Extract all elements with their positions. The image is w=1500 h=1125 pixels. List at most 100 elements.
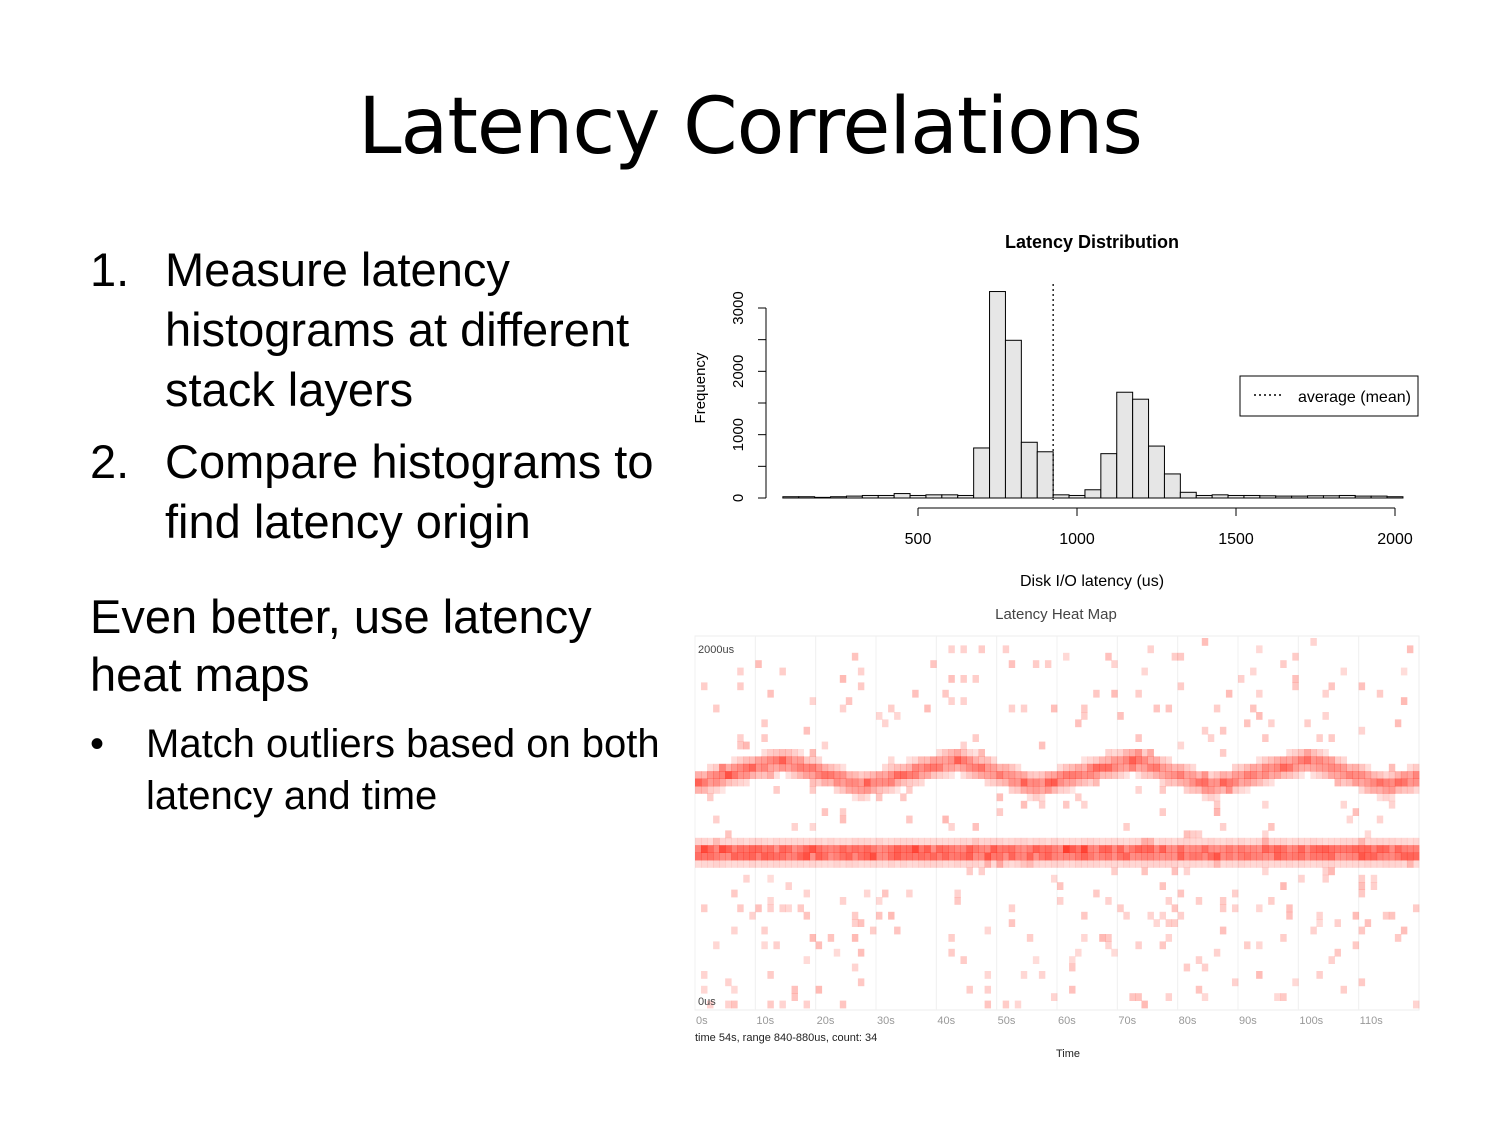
heatmap-y-min-label: 0us	[698, 996, 716, 1008]
heatmap-cell	[1183, 845, 1191, 853]
heatmap-cell	[1304, 852, 1311, 861]
heatmap-cell	[1153, 704, 1160, 713]
heatmap-cell	[1304, 860, 1311, 868]
heatmap-cell	[1280, 771, 1287, 779]
heatmap-cell	[845, 771, 853, 779]
heatmap-cell	[996, 808, 1004, 816]
heatmap-cell	[1322, 756, 1329, 765]
heatmap-cell	[1328, 867, 1335, 876]
heatmap-cell	[1135, 993, 1142, 1001]
heatmap-cell	[1195, 852, 1203, 861]
heatmap-cell	[1364, 786, 1372, 794]
heatmap-cell	[1231, 978, 1239, 987]
heatmap-cell	[1340, 845, 1347, 853]
heatmap-cell	[839, 860, 847, 868]
heatmap-cell	[857, 793, 865, 802]
heatmap-cell	[1244, 763, 1251, 772]
heatmap-cell	[1147, 763, 1154, 772]
heatmap-cell	[1388, 852, 1396, 861]
heatmap-cell	[942, 815, 949, 824]
heatmap-cell	[1238, 837, 1245, 846]
heatmap-cell	[1376, 860, 1384, 868]
heatmap-cell	[1370, 852, 1378, 861]
heatmap-cell	[1135, 763, 1142, 772]
heatmap-cell	[839, 1000, 847, 1009]
heatmap-cell	[1250, 860, 1257, 868]
heatmap-cell	[1165, 919, 1173, 927]
heatmap-cell	[1231, 845, 1239, 853]
heatmap-cell	[731, 889, 738, 898]
heatmap-cell	[1298, 763, 1305, 772]
heatmap-cell	[1171, 867, 1179, 876]
heatmap-cell	[1014, 860, 1022, 868]
heatmap-cell	[1087, 763, 1094, 772]
heatmap-cell	[1038, 741, 1046, 750]
heatmap-cell	[942, 860, 949, 868]
heatmap-cell	[869, 771, 877, 779]
heatmap-cell	[1153, 756, 1160, 765]
histogram-bar	[957, 494, 975, 499]
heatmap-cell	[815, 985, 823, 994]
heatmap-cell	[797, 904, 804, 913]
y-tick-label: 1000	[730, 418, 747, 451]
heatmap-cell	[1014, 845, 1022, 853]
heatmap-cell	[1177, 771, 1185, 779]
heatmap-cell	[845, 860, 853, 868]
heatmap-cell	[1177, 741, 1185, 750]
heatmap-cell	[1358, 882, 1366, 890]
heatmap-cell	[1093, 763, 1100, 772]
heatmap-cell	[1183, 867, 1191, 876]
heatmap-cell	[1183, 852, 1191, 861]
heatmap-cell	[1129, 860, 1136, 868]
heatmap-cell	[1141, 763, 1148, 772]
heatmap-cell	[918, 756, 925, 765]
heatmap-cell	[1340, 771, 1347, 779]
histogram-bar	[1386, 496, 1404, 499]
heatmap-cell	[948, 756, 955, 765]
heatmap-cell	[1412, 1000, 1420, 1009]
heatmap-cell	[1195, 956, 1203, 964]
heatmap-cell	[1008, 704, 1016, 713]
heatmap-cell	[990, 860, 998, 868]
heatmap-cell	[894, 852, 901, 861]
heatmap-cell	[839, 771, 847, 779]
heatmap-cell	[1038, 837, 1046, 846]
heatmap-cell	[707, 837, 714, 846]
heatmap-cell	[767, 837, 774, 846]
heatmap-cell	[1026, 837, 1034, 846]
heatmap-cell	[1256, 645, 1263, 654]
heatmap-cell	[767, 763, 774, 772]
heatmap-cell	[1310, 771, 1317, 779]
heatmap-cell	[1014, 786, 1022, 794]
heatmap-cell	[960, 645, 967, 654]
heatmap-cell	[1268, 756, 1275, 765]
heatmap-cell	[1171, 860, 1179, 868]
heatmap-cell	[857, 667, 865, 676]
heatmap-cell	[1400, 778, 1408, 787]
heatmap-cell	[1117, 749, 1124, 757]
heatmap-cell	[1026, 771, 1034, 779]
heatmap-cell	[1376, 786, 1384, 794]
heatmap-cell	[857, 852, 865, 861]
heatmap-cell	[845, 778, 853, 787]
heatmap-cell	[948, 645, 955, 654]
heatmap-cell	[1358, 926, 1366, 935]
heatmap-cell	[797, 845, 804, 853]
heatmap-cell	[1105, 845, 1112, 853]
latency-heatmap: Latency Heat Map 2000us 0us 0s 10s 20s 30s 4…	[694, 606, 1420, 1060]
x-tick-label: 1000	[1059, 531, 1095, 548]
heatmap-cell	[906, 786, 913, 794]
heatmap-cell	[755, 852, 762, 861]
heatmap-cell	[1370, 778, 1378, 787]
heatmap-cell	[1081, 845, 1088, 853]
heatmap-cell	[731, 837, 738, 846]
histogram-bar	[973, 447, 991, 499]
heatmap-cell	[1087, 845, 1094, 853]
histogram-bar	[1275, 495, 1293, 499]
heatmap-cell	[894, 845, 901, 853]
heatmap-cell	[1268, 845, 1275, 853]
heatmap-cell	[1346, 763, 1354, 772]
heatmap-cell	[749, 763, 756, 772]
heatmap-cell	[906, 778, 913, 787]
heatmap-cell	[701, 971, 708, 979]
